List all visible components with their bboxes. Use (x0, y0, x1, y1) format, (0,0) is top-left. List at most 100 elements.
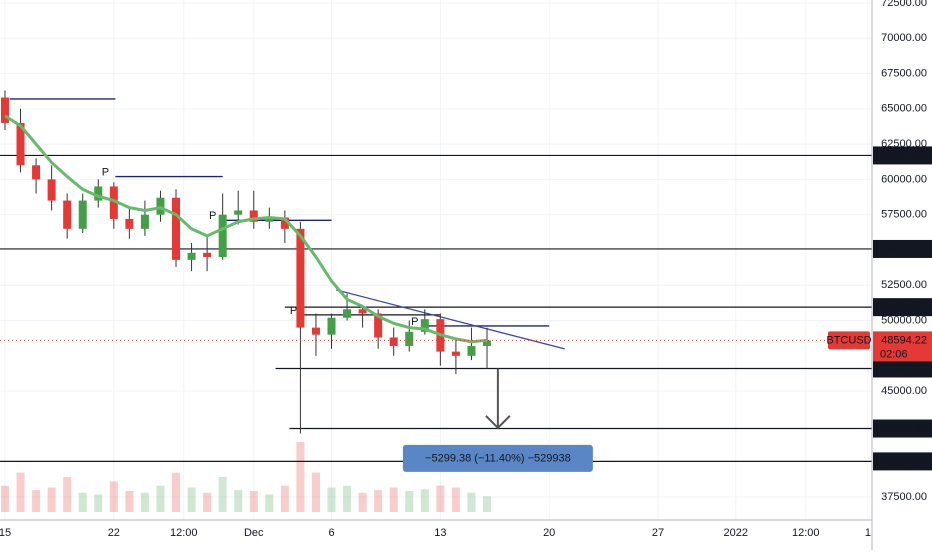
level-label-box (873, 146, 932, 165)
candle-body (94, 186, 103, 201)
level-label-box (873, 419, 932, 438)
candle-body (63, 200, 72, 229)
volume-bar (32, 490, 41, 512)
volume-bar (280, 485, 289, 512)
candle-body (327, 317, 336, 335)
candle-body (0, 97, 9, 123)
candle-body (47, 179, 56, 201)
volume-bar (358, 492, 367, 512)
candle-body (483, 340, 492, 346)
y-tick-label: 65000.00 (881, 103, 927, 115)
candle-body (420, 319, 429, 332)
y-tick-label: 45000.00 (881, 385, 927, 397)
volume-bar (311, 472, 320, 512)
candle-body (296, 228, 305, 328)
x-tick-label: 15 (0, 527, 11, 539)
x-tick-label: 20 (543, 527, 555, 539)
candle-body (172, 197, 181, 260)
y-tick-label: 37500.00 (881, 491, 927, 503)
candle-body (358, 309, 367, 314)
x-tick-label: 2022 (724, 527, 748, 539)
volume-bar (343, 485, 352, 512)
x-tick-label: 1 (865, 527, 871, 539)
x-tick-label: 22 (108, 527, 120, 539)
level-label-box (873, 452, 932, 471)
y-tick-label: 57500.00 (881, 209, 927, 221)
candle-body (218, 214, 227, 258)
volume-bar (483, 496, 492, 512)
measure-box (402, 444, 593, 472)
volume-bar (389, 487, 398, 512)
x-tick-label: Dec (244, 527, 264, 539)
level-label: 55073.02 (881, 243, 927, 255)
x-tick-label: 27 (652, 527, 664, 539)
volume-bar (187, 487, 196, 512)
candle-body (109, 186, 118, 219)
volume-bar (125, 491, 134, 512)
pivot-marker: P (290, 305, 297, 317)
candle-body (125, 218, 134, 229)
volume-bar (63, 477, 72, 512)
volume-bar (420, 489, 429, 512)
candle-body (32, 165, 41, 180)
level-label: 50949.80 (881, 301, 927, 313)
last-price-box (873, 331, 932, 362)
candle-body (280, 217, 289, 229)
volume-bar (296, 442, 305, 512)
drawn-line (336, 289, 565, 350)
volume-bar (172, 472, 181, 512)
y-tick-label: 70000.00 (881, 32, 927, 44)
volume-bar (47, 487, 56, 512)
volume-bar (203, 492, 212, 512)
pivot-marker: P (411, 316, 418, 328)
candle-body (234, 210, 243, 215)
level-label: 42350.67 (881, 422, 927, 434)
y-tick-label: 52500.00 (881, 279, 927, 291)
volume-bar (109, 481, 118, 512)
symbol-box (828, 331, 870, 350)
volume-bar (16, 472, 25, 512)
level-label-box (873, 298, 932, 317)
pivot-marker: P (209, 210, 216, 222)
volume-bar (436, 485, 445, 512)
last-price-label: 48594.22 (881, 334, 927, 346)
candle-body (343, 309, 352, 318)
candle-body (374, 313, 383, 338)
level-label: 61697.84 (881, 149, 928, 161)
x-tick-label: 13 (434, 527, 446, 539)
volume-bar (156, 485, 165, 512)
symbol-label: BTCUSD (826, 334, 871, 346)
candle-body (16, 122, 25, 166)
volume-bar (467, 492, 476, 512)
candle-body (187, 252, 196, 260)
candle-body (451, 351, 460, 356)
candle-body (389, 337, 398, 346)
x-tick-label: 6 (328, 527, 334, 539)
countdown: 02:06 (880, 348, 908, 360)
candle-body (265, 217, 274, 222)
y-tick-label: 60000.00 (881, 173, 927, 185)
candle-body (140, 214, 149, 229)
y-tick-label: 67500.00 (881, 67, 927, 79)
candle-body (467, 345, 476, 356)
level-label: 40021.64 (881, 455, 928, 467)
volume-bar (94, 494, 103, 512)
measure-label: −5299.38 (−11.40%) −529938 (425, 453, 571, 465)
candle-body (405, 331, 414, 346)
volume-bar (249, 491, 258, 512)
measure-arrow-head (485, 415, 511, 430)
x-tick-label: 12:00 (170, 527, 198, 539)
volume-bar (265, 494, 274, 512)
level-label-box (873, 359, 932, 378)
moving-average (4, 114, 488, 344)
volume-bar (78, 492, 87, 512)
volume-bar (374, 490, 383, 512)
pivot-marker: P (102, 166, 109, 178)
level-label: 46605.22 (881, 362, 927, 374)
volume-bar (405, 491, 414, 512)
y-tick-label: 50000.00 (881, 314, 927, 326)
level-label-box (873, 239, 932, 258)
y-tick-label: 72500.00 (881, 0, 927, 9)
candle-body (78, 200, 87, 229)
